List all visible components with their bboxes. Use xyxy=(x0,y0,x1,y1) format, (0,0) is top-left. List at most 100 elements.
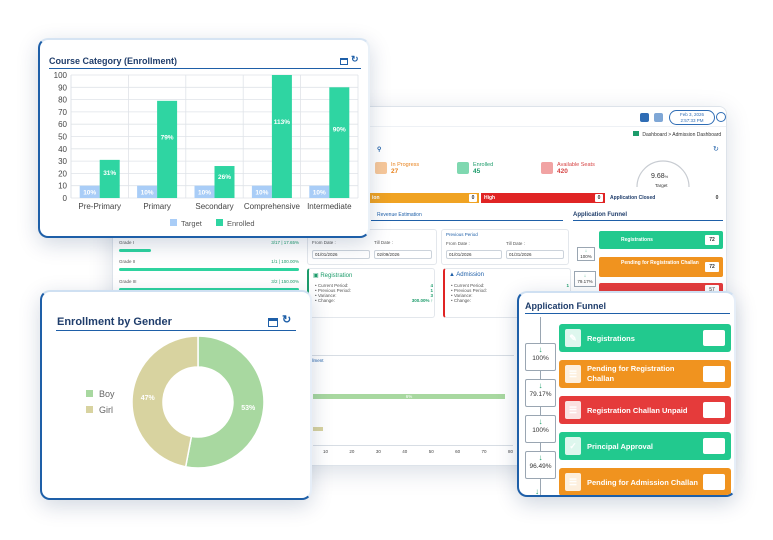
legend-boy[interactable]: Boy xyxy=(86,386,115,402)
funnel-step-pending-registration-challan[interactable]: ☰ Pending for Registration Challan 72 xyxy=(559,360,731,388)
window-icon[interactable] xyxy=(340,58,348,65)
legend-label: Boy xyxy=(99,389,115,399)
mini-funnel-title: Application Funnel xyxy=(573,212,723,221)
status-value: 0 xyxy=(595,194,603,202)
card-title-text: Registration xyxy=(320,273,353,279)
status-label: Application Closed xyxy=(610,195,656,201)
x-category-label: Comprehensive xyxy=(244,202,301,211)
bar-data-label: 10% xyxy=(83,190,96,197)
refresh-icon[interactable]: ↻ xyxy=(351,54,359,64)
pct-text: 100% xyxy=(532,427,549,434)
funnel-step-value: 57 xyxy=(703,438,725,454)
funnel-label: Registrations xyxy=(621,237,653,243)
course-category-panel: Course Category (Enrollment) ↻ 0 10 20 30 40… xyxy=(38,38,370,238)
registration-card: ▣ Registration • Current Period: 4 • Prev… xyxy=(307,268,435,318)
stat-label: • Previous Period: xyxy=(451,288,487,293)
grade-name: Grade II xyxy=(119,259,136,264)
axis-tick: 60 xyxy=(455,449,461,454)
mail-icon[interactable] xyxy=(654,113,663,122)
bar-data-label: 10% xyxy=(198,190,211,197)
y-tick-label: 10 xyxy=(58,182,67,191)
kpi-enrolled: Enrolled 45 xyxy=(457,162,493,175)
target-bar xyxy=(251,185,272,198)
donut-slice-girl xyxy=(131,335,199,468)
y-tick-label: 20 xyxy=(58,169,67,178)
from-date-label: From Date : xyxy=(312,240,336,245)
bar-data-label: 113% xyxy=(274,119,290,126)
kpi-available-seats: Available Seats 420 xyxy=(541,162,595,175)
bar-data-label: 90% xyxy=(333,127,346,134)
funnel-value: 72 xyxy=(705,235,719,245)
legend-girl[interactable]: Girl xyxy=(86,402,115,418)
registration-icon: ▣ xyxy=(313,273,319,279)
axis-tick: 70 xyxy=(481,449,487,454)
target-bar xyxy=(194,185,215,198)
donut-slice-boy xyxy=(184,335,265,469)
grade-progress-bar xyxy=(119,268,299,271)
legend-swatch xyxy=(216,219,223,226)
grade-row: Grade III 3/2 | 150.00% xyxy=(119,279,299,284)
home-icon[interactable] xyxy=(640,113,649,122)
till-date-input[interactable]: 01/31/2026 xyxy=(506,250,564,259)
funnel-step-pending-admission-challan[interactable]: ☰ Pending for Admission Challan 55 xyxy=(559,468,731,495)
slice-label: 47% xyxy=(141,395,156,402)
y-tick-label: 40 xyxy=(58,145,67,154)
kpi-value: 45 xyxy=(473,168,481,175)
grade-row: Grade II 1/1 | 100.00% xyxy=(119,259,299,264)
down-arrow-icon: ↓ xyxy=(584,248,588,253)
search-icon[interactable]: ⚲ xyxy=(377,147,382,153)
grade-progress-bar xyxy=(119,249,152,252)
stat-value: 3 xyxy=(430,293,433,298)
funnel-step-challan-unpaid[interactable]: ☰ Registration Challan Unpaid 57 xyxy=(559,396,731,424)
y-tick-label: 100 xyxy=(54,71,68,80)
stat-label: • Current Period: xyxy=(315,283,349,288)
pct-text: 96.49% xyxy=(529,463,552,470)
tab-revenue-estimation[interactable]: Revenue Estimation xyxy=(371,212,563,221)
refresh-icon[interactable]: ↻ xyxy=(713,146,719,153)
stat-value: 4 xyxy=(430,283,433,288)
stat-label: • Change: xyxy=(315,298,335,303)
funnel-step-value: 72 xyxy=(703,366,725,382)
in-progress-icon xyxy=(375,162,387,174)
funnel-value: 57 xyxy=(705,285,719,295)
till-date-input[interactable]: 02/09/2026 xyxy=(374,250,432,259)
from-date-input[interactable]: 01/01/2026 xyxy=(446,250,502,259)
window-icon[interactable] xyxy=(268,318,278,327)
graduation-cap-icon: ▲ xyxy=(449,272,455,278)
mini-funnel-registrations[interactable]: Registrations 72 xyxy=(599,231,723,249)
mini-funnel-pending[interactable]: Pending for Registration Challan 72 xyxy=(599,257,723,277)
kpi-label: In Progress xyxy=(391,162,420,168)
target-bar xyxy=(79,185,100,198)
enrolled-bar xyxy=(99,159,120,198)
target-bar xyxy=(309,185,330,198)
gender-legend: Boy Girl xyxy=(86,386,115,418)
target-gauge: 9.68% Target xyxy=(623,157,703,191)
enrollment-axis-line xyxy=(313,445,513,446)
axis-tick: 40 xyxy=(402,449,408,454)
date-time-display: Feb 3, 2026 2:57:33 PM xyxy=(669,110,715,125)
down-arrow-icon: ↓ xyxy=(538,381,543,390)
from-date-input[interactable]: 01/01/2026 xyxy=(312,250,370,259)
approval-icon: ✓ xyxy=(565,437,581,455)
refresh-icon[interactable]: ↻ xyxy=(282,314,292,326)
funnel-label: Pending for Registration Challan xyxy=(621,260,699,266)
funnel-step-value: 55 xyxy=(703,474,725,490)
user-avatar-icon[interactable] xyxy=(716,112,726,122)
funnel-step-registrations[interactable]: ✎ Registrations 72 xyxy=(559,324,731,352)
grade-row: Grade I 3/17 | 17.65% xyxy=(119,240,299,245)
stat-value: 1 xyxy=(430,288,433,293)
previous-period-label: Previous Period xyxy=(446,232,478,237)
legend-label: Target xyxy=(181,219,203,228)
breadcrumb-home[interactable]: Dashboard xyxy=(642,132,667,138)
target-bar xyxy=(137,185,158,198)
funnel-step-label: Registrations xyxy=(587,333,635,343)
stat-label: • Variance: xyxy=(315,293,337,298)
y-tick-label: 50 xyxy=(58,133,67,142)
kpi-value: 27 xyxy=(391,168,399,175)
stat-label: • Change: xyxy=(451,298,471,303)
kpi-value: 420 xyxy=(557,168,568,175)
grade-pct: 150.00% xyxy=(281,279,299,284)
stat-value: 300.00% ↑ xyxy=(411,298,433,303)
funnel-step-principal-approval[interactable]: ✓ Principal Approval 57 xyxy=(559,432,731,460)
y-tick-label: 30 xyxy=(58,157,67,166)
